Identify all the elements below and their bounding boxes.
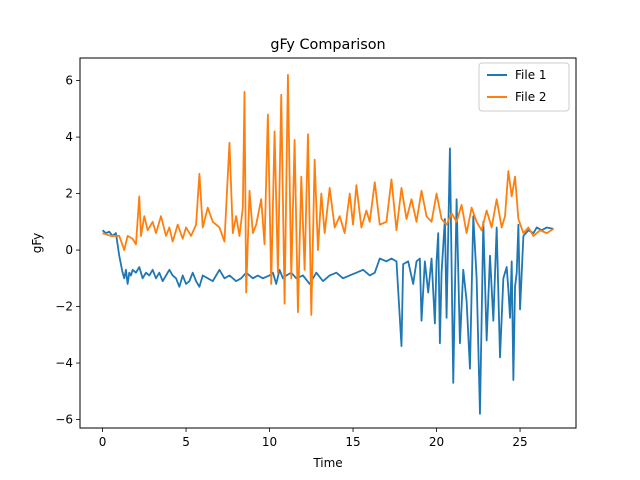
chart-title: gFy Comparison: [270, 37, 385, 53]
legend-label-file-1: File 1: [515, 68, 547, 82]
legend: File 1 File 2: [478, 62, 570, 112]
series-layer: [101, 74, 554, 415]
series-line-file-2: [102, 74, 554, 316]
x-tick-label: 0: [99, 435, 107, 449]
y-axis: −6 −4 −2 0 2 4 6: [55, 74, 80, 427]
x-axis-label: Time: [312, 456, 342, 470]
series-line-file-1: [101, 147, 554, 415]
y-axis-label: gFy: [30, 233, 44, 254]
x-tick-label: 20: [429, 435, 444, 449]
legend-label-file-2: File 2: [515, 90, 547, 104]
plot-area: [79, 57, 577, 429]
x-tick-label: 5: [182, 435, 190, 449]
y-tick-label: −2: [55, 300, 73, 314]
y-tick-label: 4: [65, 130, 73, 144]
y-tick-label: 2: [65, 187, 73, 201]
x-axis: 0 5 10 15 20 25: [99, 428, 528, 449]
x-tick-label: 15: [345, 435, 360, 449]
plot-frame: [79, 57, 577, 429]
x-tick-label: 25: [512, 435, 527, 449]
y-tick-label: −6: [55, 413, 73, 427]
y-tick-label: 6: [65, 74, 73, 88]
y-tick-label: −4: [55, 356, 73, 370]
y-tick-label: 0: [65, 243, 73, 257]
x-tick-label: 10: [262, 435, 277, 449]
